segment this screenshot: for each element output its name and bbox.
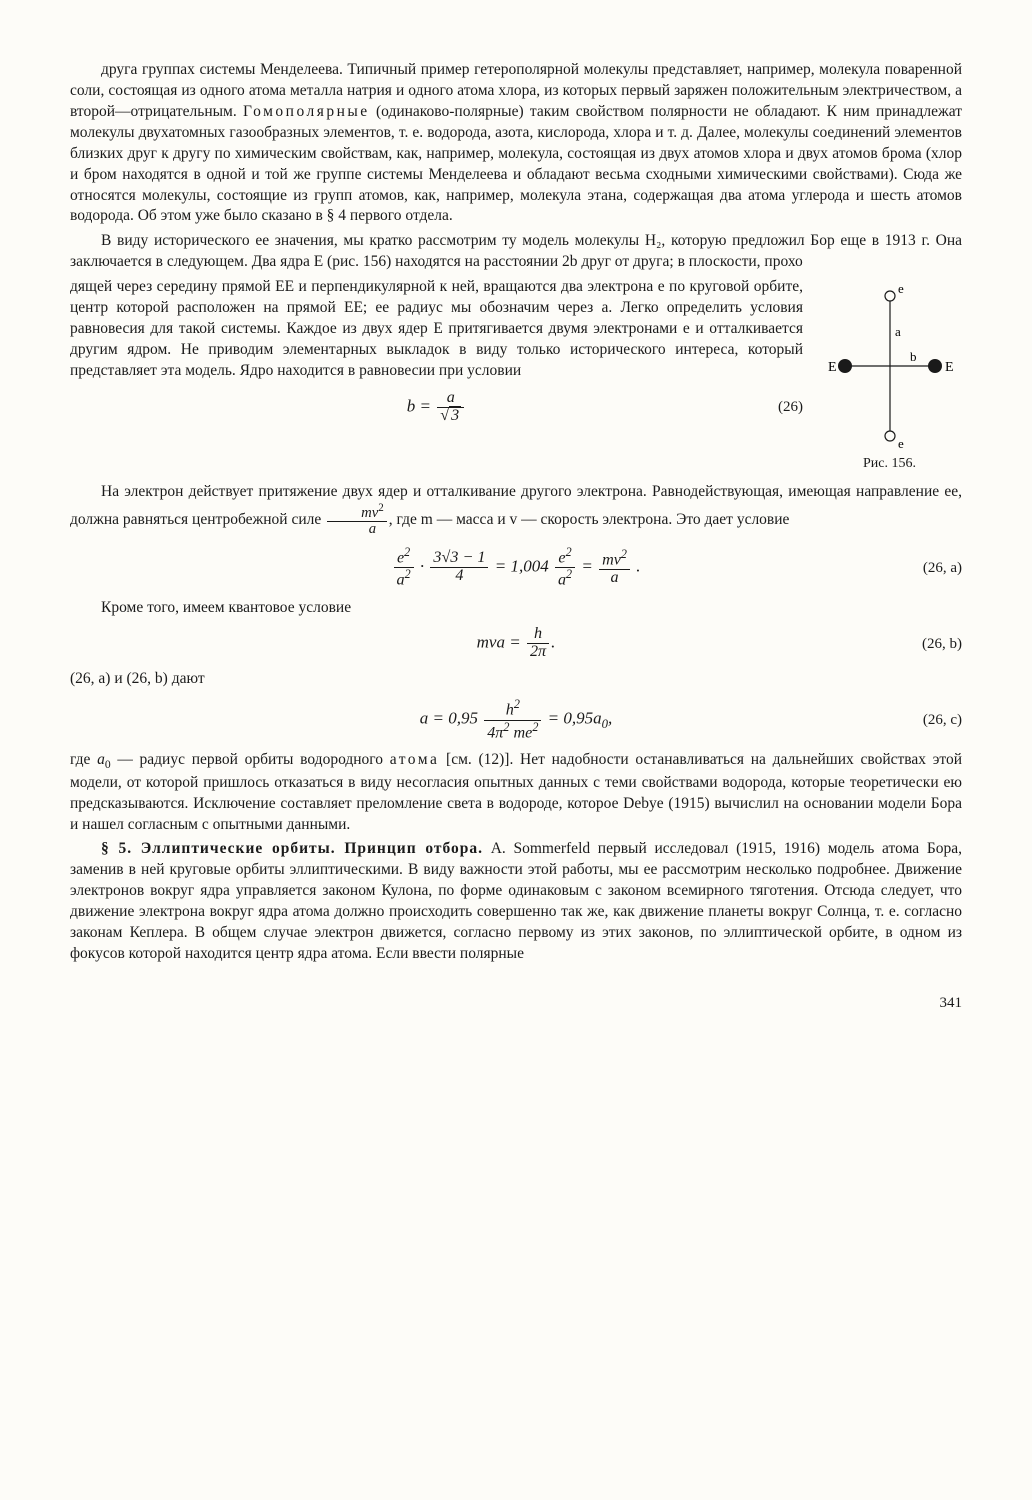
figure-caption: Рис. 156. (817, 455, 962, 474)
equation-26c-number: (26, c) (923, 710, 962, 730)
paragraph-4: Кроме того, имеем квантовое условие (70, 598, 962, 619)
fig-label-e-bot: e (898, 436, 904, 451)
equation-26-body: b = a√3 (70, 390, 803, 425)
equation-26a: e2a2 · 3√3 − 14 = 1,004 e2a2 = mv2a . (2… (70, 546, 962, 590)
figure-156: e e E E a b Рис. 156. (817, 281, 962, 474)
paragraph-6: где a0 — радиус первой орбиты водородног… (70, 750, 962, 836)
equation-26: b = a√3 (26) (70, 390, 803, 425)
fig-label-b: b (910, 349, 917, 364)
equation-26b-number: (26, b) (922, 634, 962, 654)
spaced-word: Гомополярные (243, 103, 370, 120)
paragraph-3b: , где m — масса и v — скорость электрона… (389, 511, 790, 528)
spaced-word-atoma: атома (390, 751, 440, 768)
inline-fraction-mv2a: mv2a (327, 503, 387, 538)
paragraph-3: На электрон действует притяжение двух яд… (70, 482, 962, 538)
page-container: друга группах системы Менделеева. Типичн… (70, 60, 962, 1013)
equation-26a-body: e2a2 · 3√3 − 14 = 1,004 e2a2 = mv2a . (70, 546, 962, 590)
paragraph-5: (26, a) и (26, b) дают (70, 669, 962, 690)
equation-26-number: (26) (778, 397, 803, 417)
equation-26c-body: a = 0,95 h24π2 me2 = 0,95a0, (70, 698, 962, 742)
equation-26b-body: mva = h2π. (70, 626, 962, 661)
figure-156-svg: e e E E a b (825, 281, 955, 451)
equation-26a-number: (26, a) (923, 558, 962, 578)
fig-label-E-left: E (828, 360, 837, 375)
paragraph-2a: В виду исторического ее значения, мы кра… (70, 231, 962, 273)
page-number: 341 (70, 993, 962, 1013)
fig-label-E-right: E (945, 360, 954, 375)
equation-26c: a = 0,95 h24π2 me2 = 0,95a0, (26, c) (70, 698, 962, 742)
section-title: § 5. Эллиптические орбиты. Принцип отбор… (101, 840, 483, 857)
paragraph-7: § 5. Эллиптические орбиты. Принцип отбор… (70, 839, 962, 965)
paragraph-7-body: A. Sommerfeld первый исследовал (1915, 1… (70, 840, 962, 962)
fig-label-a: a (895, 324, 901, 339)
fig-label-e-top: e (898, 281, 904, 296)
equation-26b: mva = h2π. (26, b) (70, 626, 962, 661)
paragraph-1: друга группах системы Менделеева. Типичн… (70, 60, 962, 227)
